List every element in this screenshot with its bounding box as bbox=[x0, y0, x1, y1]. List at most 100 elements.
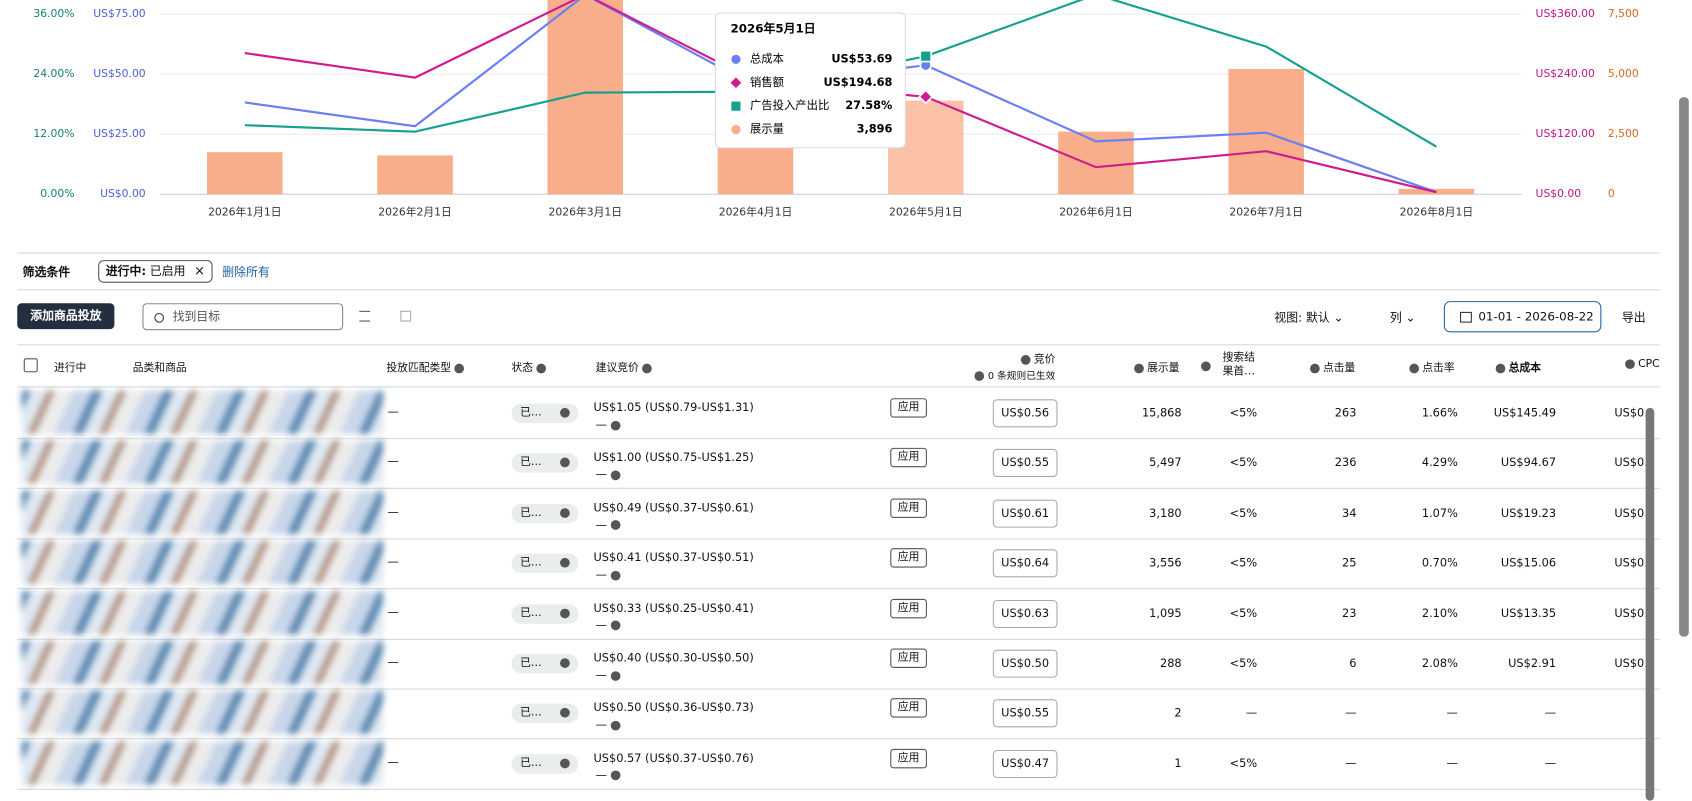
tooltip-title: 2026年5月1日 bbox=[731, 22, 816, 36]
match-type: — bbox=[387, 656, 399, 670]
column-header[interactable]: 点击率 bbox=[1406, 358, 1455, 374]
checkbox[interactable] bbox=[23, 358, 38, 373]
redacted-product bbox=[21, 741, 384, 785]
copy-icon[interactable] bbox=[400, 310, 412, 322]
bid-note-wrap: — bbox=[596, 519, 624, 532]
filter-chip[interactable]: 进行中: 已启用 × bbox=[98, 260, 213, 283]
info-icon bbox=[1409, 363, 1420, 373]
column-header[interactable]: CPC bbox=[1622, 358, 1660, 370]
apply-button[interactable]: 应用 bbox=[890, 398, 927, 418]
status-pill[interactable]: 已… bbox=[511, 403, 579, 424]
ctr: 1.07% bbox=[1421, 506, 1458, 520]
tooltip-value: US$53.69 bbox=[831, 51, 892, 65]
bid-input[interactable]: US$0.64 bbox=[992, 549, 1058, 578]
status-pill[interactable]: 已… bbox=[511, 703, 579, 724]
status: 已… bbox=[520, 456, 542, 469]
table-row: — 已… US$0.33 (US$0.25-US$0.41) — 应用 US$0.63 1,… bbox=[17, 589, 1660, 640]
divider bbox=[17, 386, 1660, 388]
column-header[interactable]: 品类和商品 bbox=[133, 358, 187, 375]
page-scrollbar[interactable] bbox=[1679, 97, 1689, 637]
status-pill[interactable]: 已… bbox=[511, 603, 579, 624]
clicks: 34 bbox=[1341, 506, 1357, 520]
header-text: CPC bbox=[1638, 358, 1660, 371]
tooltip-value: 27.58% bbox=[845, 98, 892, 112]
status: 已… bbox=[520, 506, 542, 519]
chip-close[interactable]: × bbox=[194, 263, 205, 279]
column-header[interactable]: 进行中 bbox=[54, 358, 86, 375]
chip-value: 已启用 bbox=[149, 264, 186, 279]
column-header[interactable]: 状态 bbox=[511, 358, 549, 374]
chart: 0.00% 12.00% 24.00% 36.00% US$0.00 US$25.00 US… bbox=[33, 0, 1639, 219]
view-label: 视图: bbox=[1274, 310, 1303, 325]
y-tick-label: US$0.00 bbox=[100, 187, 146, 200]
table-row: — 已… US$0.57 (US$0.37-US$0.76) — 应用 US$0.47 1 <… bbox=[17, 739, 1660, 790]
table-scrollbar[interactable] bbox=[1645, 407, 1655, 801]
y-tick-label: 0.00% bbox=[40, 187, 74, 200]
bid-input[interactable]: US$0.50 bbox=[992, 649, 1058, 678]
info-icon bbox=[1310, 363, 1320, 373]
add-button[interactable]: 添加商品投放 bbox=[17, 303, 115, 330]
bid-note-wrap: — bbox=[596, 769, 624, 782]
apply-button[interactable]: 应用 bbox=[890, 548, 927, 568]
x-tick-label: 2026年3月1日 bbox=[549, 206, 623, 219]
apply-button[interactable]: 应用 bbox=[890, 698, 927, 719]
info-icon bbox=[642, 363, 652, 373]
status-pill[interactable]: 已… bbox=[511, 453, 579, 474]
bid-input[interactable]: US$0.55 bbox=[992, 449, 1058, 478]
view-select[interactable]: 视图: 默认 ⌄ bbox=[1274, 310, 1344, 325]
bid-input[interactable]: US$0.47 bbox=[992, 749, 1058, 778]
columns-select[interactable]: 列 ⌄ bbox=[1389, 310, 1416, 325]
column-header[interactable]: 总成本 bbox=[1492, 358, 1541, 374]
status-pill[interactable]: 已… bbox=[511, 754, 579, 774]
x-tick-label: 2026年1月1日 bbox=[208, 206, 282, 219]
filter-icon[interactable] bbox=[359, 310, 371, 322]
apply-button[interactable]: 应用 bbox=[890, 748, 927, 769]
header-text: 点击率 bbox=[1422, 362, 1455, 375]
status-pill[interactable]: 已… bbox=[511, 653, 579, 674]
x-tick-label: 2026年7月1日 bbox=[1229, 206, 1303, 219]
column-header[interactable]: 竞价 0 条规则已生效 bbox=[967, 350, 1055, 382]
bid-note-wrap: — bbox=[596, 419, 624, 432]
bid-input[interactable]: US$0.55 bbox=[992, 699, 1058, 728]
search-box[interactable]: 找到目标 bbox=[142, 303, 344, 331]
columns-label: 列 bbox=[1389, 310, 1402, 325]
bar bbox=[1228, 69, 1304, 195]
apply-button[interactable]: 应用 bbox=[890, 648, 927, 668]
bid-note: — bbox=[595, 618, 607, 632]
status-pill[interactable]: 已… bbox=[511, 503, 579, 524]
info-icon bbox=[560, 658, 570, 668]
bid-note: — bbox=[595, 468, 607, 482]
search-placeholder: 找到目标 bbox=[172, 309, 221, 324]
date-picker[interactable]: 01-01 - 2026-08-22 bbox=[1443, 301, 1602, 333]
column-header[interactable]: 展示量 bbox=[1131, 358, 1179, 374]
tooltip-label: 展示量 bbox=[750, 122, 784, 136]
info-icon bbox=[1625, 358, 1635, 369]
table-row: 已… US$0.50 (US$0.36-US$0.73) — 应用 US$0.55 2 — —… bbox=[17, 689, 1660, 740]
export-button[interactable]: 导出 bbox=[1621, 310, 1646, 325]
apply-button[interactable]: 应用 bbox=[890, 448, 927, 468]
status-pill[interactable]: 已… bbox=[511, 553, 579, 574]
hover-marker bbox=[919, 49, 932, 63]
match-type: — bbox=[387, 756, 399, 770]
bid-input[interactable]: US$0.61 bbox=[992, 499, 1058, 528]
clear-filters[interactable]: 删除所有 bbox=[222, 265, 270, 280]
info-icon bbox=[610, 670, 620, 681]
info-icon bbox=[560, 758, 570, 769]
apply-button[interactable]: 应用 bbox=[890, 598, 927, 618]
bid-note-wrap: — bbox=[596, 469, 624, 482]
cpc: US$0. bbox=[1614, 456, 1648, 470]
column-header[interactable]: 搜索结果首… bbox=[1222, 351, 1255, 378]
x-tick-label: 2026年6月1日 bbox=[1059, 206, 1133, 219]
column-header[interactable]: 投放匹配类型 bbox=[386, 358, 467, 374]
apply-button[interactable]: 应用 bbox=[890, 498, 927, 518]
bid-title: 竞价 bbox=[967, 350, 1055, 366]
impressions: 3,556 bbox=[1149, 557, 1182, 570]
column-header[interactable]: 点击量 bbox=[1307, 358, 1355, 374]
column-header[interactable]: 建议竞价 bbox=[596, 358, 655, 374]
y-tick-label: 24.00% bbox=[33, 67, 74, 80]
y-tick-label: 12.00% bbox=[33, 127, 74, 140]
bid-input[interactable]: US$0.56 bbox=[992, 399, 1058, 428]
bid-input[interactable]: US$0.63 bbox=[992, 599, 1058, 628]
